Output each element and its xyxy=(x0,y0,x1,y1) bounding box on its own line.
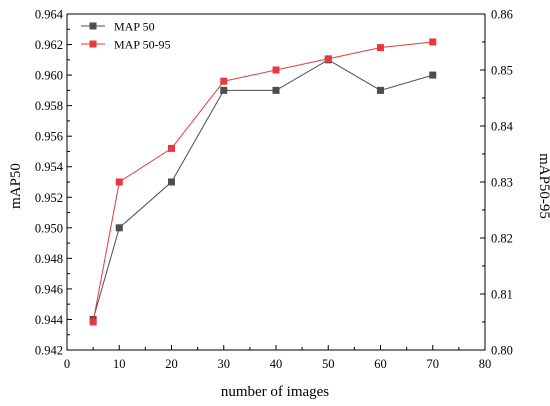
series-2 xyxy=(89,38,437,326)
x-tick-label: 30 xyxy=(218,357,231,371)
data-point xyxy=(272,66,280,74)
series-line xyxy=(92,41,433,323)
left-y-tick-label: 0.952 xyxy=(35,191,63,205)
left-y-axis: 0.942 0.944 0.946 0.948 0.950 0.952 0.954 0.956… xyxy=(35,8,72,358)
x-tick-label: 10 xyxy=(113,357,126,371)
left-y-tick-label: 0.958 xyxy=(35,99,63,113)
data-point xyxy=(429,71,437,79)
x-tick-label: 70 xyxy=(427,357,440,371)
legend: MAP 50 MAP 50-95 xyxy=(81,20,171,52)
legend-label: MAP 50 xyxy=(114,20,155,34)
left-y-tick-label: 0.960 xyxy=(35,69,63,83)
right-y-tick-label: 0.80 xyxy=(491,344,513,358)
left-y-tick-label: 0.942 xyxy=(35,344,63,358)
right-y-axis: 0.80 0.81 0.82 0.83 0.84 0.85 0.86 xyxy=(480,8,514,358)
x-tick-label: 80 xyxy=(479,357,492,371)
left-y-tick-label: 0.956 xyxy=(35,130,63,144)
legend-item: MAP 50-95 xyxy=(81,38,171,52)
data-point xyxy=(220,77,228,85)
data-point xyxy=(429,38,437,46)
x-axis: 0 10 20 30 40 50 60 70 80 xyxy=(64,345,491,371)
data-point xyxy=(115,224,123,232)
left-y-tick-label: 0.950 xyxy=(35,221,63,235)
data-point xyxy=(377,86,384,94)
legend-marker xyxy=(89,22,97,30)
left-y-axis-title: mAP50 xyxy=(8,163,24,209)
data-point xyxy=(272,86,280,94)
series-line xyxy=(92,59,433,320)
x-tick-label: 50 xyxy=(322,357,335,371)
right-y-tick-label: 0.82 xyxy=(491,232,513,246)
right-y-axis-title: mAP50-95 xyxy=(536,153,550,219)
left-y-tick-label: 0.944 xyxy=(35,313,64,327)
legend-item: MAP 50 xyxy=(81,20,155,34)
data-point xyxy=(220,86,228,94)
left-y-tick-label: 0.964 xyxy=(35,8,64,22)
x-tick-label: 0 xyxy=(64,357,70,371)
right-y-tick-label: 0.86 xyxy=(491,8,513,22)
legend-marker xyxy=(89,40,97,48)
data-point xyxy=(168,144,175,152)
left-y-tick-label: 0.948 xyxy=(35,252,63,266)
data-point xyxy=(89,318,97,326)
series-1 xyxy=(89,56,437,323)
left-y-tick-label: 0.954 xyxy=(35,160,64,174)
left-y-tick-label: 0.962 xyxy=(35,38,63,52)
data-point xyxy=(115,178,123,186)
x-axis-title: number of images xyxy=(221,384,329,400)
plot-frame xyxy=(66,13,486,351)
right-y-tick-label: 0.83 xyxy=(491,176,513,190)
right-y-tick-label: 0.84 xyxy=(491,120,514,134)
data-point xyxy=(377,44,384,52)
x-tick-label: 60 xyxy=(374,357,387,371)
right-y-tick-label: 0.85 xyxy=(491,64,513,78)
legend-label: MAP 50-95 xyxy=(114,38,171,52)
data-point xyxy=(324,55,332,63)
right-y-tick-label: 0.81 xyxy=(491,288,513,302)
x-tick-label: 20 xyxy=(165,357,178,371)
x-tick-label: 40 xyxy=(270,357,283,371)
plot-border xyxy=(66,13,486,351)
data-point xyxy=(168,178,175,186)
left-y-tick-label: 0.946 xyxy=(35,282,63,296)
series-layer xyxy=(89,38,437,326)
